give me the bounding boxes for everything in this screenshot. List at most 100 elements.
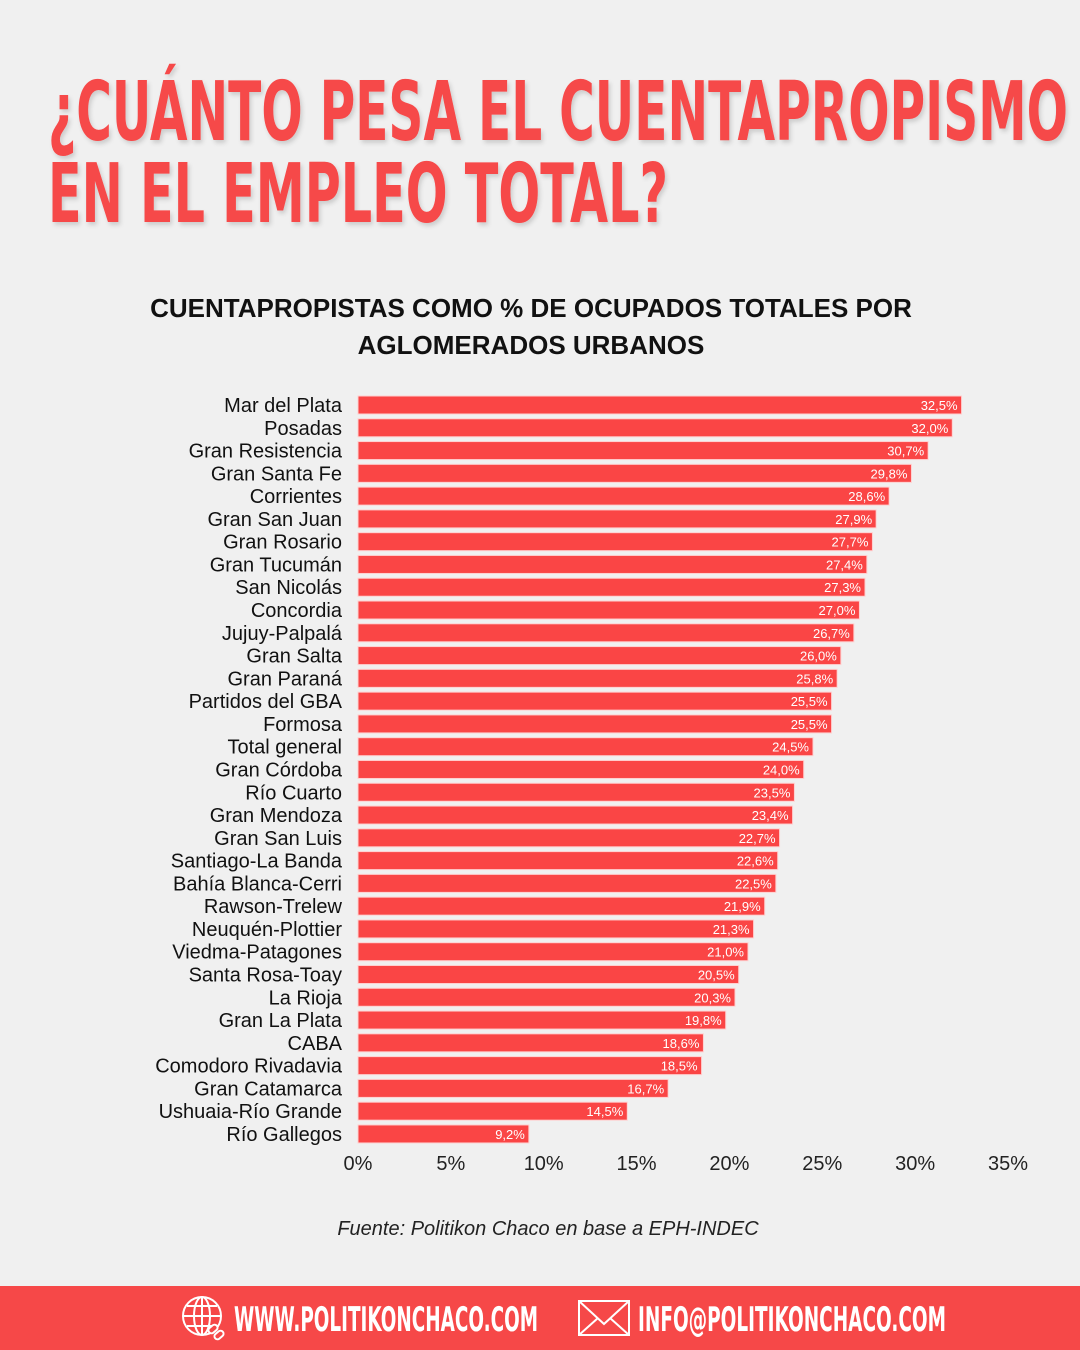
data-label: 20,3% [694, 990, 731, 1005]
footer: WWW.POLITIKONCHACO.COM INFO@POLITIKONCHA… [0, 1286, 1080, 1350]
data-label: 27,4% [826, 557, 863, 572]
website-text-wrap: WWW.POLITIKONCHACO.COM [234, 1300, 538, 1340]
bar [357, 463, 912, 483]
bar [357, 714, 833, 734]
category-label: Gran Catamarca [194, 1078, 343, 1100]
data-label: 19,8% [685, 1013, 722, 1028]
x-tick-label: 15% [617, 1153, 657, 1175]
data-label: 27,0% [819, 603, 856, 618]
bar [357, 942, 749, 962]
category-label: Viedma-Patagones [172, 942, 342, 964]
page-title: ¿CUÁNTO PESA EL CUENTAPROPISMO EN EL EMP… [48, 63, 1068, 242]
bar [357, 486, 890, 506]
category-label: Gran Salta [246, 646, 342, 668]
category-label: Santa Rosa-Toay [189, 965, 342, 987]
data-label: 26,0% [800, 649, 837, 664]
data-label: 9,2% [495, 1127, 525, 1142]
category-label: Ushuaia-Río Grande [159, 1101, 342, 1123]
bar [357, 691, 833, 711]
data-label: 30,7% [887, 444, 924, 459]
data-label: 21,0% [707, 945, 744, 960]
data-label: 28,6% [848, 489, 885, 504]
x-tick-label: 5% [436, 1153, 465, 1175]
category-label: Río Cuarto [245, 782, 342, 804]
category-label: Santiago-La Banda [171, 851, 343, 873]
bar [357, 737, 814, 757]
data-label: 24,0% [763, 762, 800, 777]
bar [357, 828, 781, 848]
category-label: Gran Rosario [223, 532, 342, 554]
data-label: 20,5% [698, 968, 735, 983]
bar [357, 987, 736, 1007]
category-label: La Rioja [269, 987, 343, 1009]
category-label: Neuquén-Plottier [192, 919, 342, 941]
website-text: WWW.POLITIKONCHACO.COM [234, 1300, 538, 1340]
title-line-1: ¿CUÁNTO PESA EL CUENTAPROPISMO [48, 63, 1068, 160]
category-label: Comodoro Rivadavia [155, 1056, 343, 1078]
email-text: INFO@POLITIKONCHACO.COM [638, 1300, 946, 1340]
data-label: 25,8% [796, 671, 833, 686]
website-link[interactable]: WWW.POLITIKONCHACO.COM [180, 1294, 550, 1342]
bar [357, 1101, 628, 1121]
data-label: 16,7% [627, 1081, 664, 1096]
bar [357, 851, 779, 871]
bar [357, 805, 794, 825]
category-label: Concordia [251, 600, 343, 622]
data-label: 23,5% [754, 785, 791, 800]
data-label: 27,7% [832, 535, 869, 550]
bar [357, 577, 866, 597]
category-label: Gran Santa Fe [211, 463, 342, 485]
category-label: Río Gallegos [226, 1124, 342, 1146]
email-link[interactable]: INFO@POLITIKONCHACO.COM [578, 1294, 958, 1342]
bar [357, 532, 873, 552]
bar [357, 1056, 703, 1076]
bar [357, 418, 953, 438]
data-label: 22,6% [737, 854, 774, 869]
category-label: Posadas [264, 418, 342, 440]
source-note: Fuente: Politikon Chaco en base a EPH-IN… [337, 1218, 759, 1240]
category-label: Partidos del GBA [189, 691, 343, 713]
bar [357, 441, 929, 461]
data-label: 22,5% [735, 876, 772, 891]
data-label: 18,5% [661, 1059, 698, 1074]
data-label: 27,9% [835, 512, 872, 527]
category-label: San Nicolás [235, 577, 342, 599]
bar [357, 965, 740, 984]
category-label: Bahía Blanca-Cerri [173, 873, 342, 895]
category-label: Gran Paraná [227, 668, 342, 690]
data-label: 29,8% [871, 466, 908, 481]
chart-title-line-1: CUENTAPROPISTAS COMO % DE OCUPADOS TOTAL… [150, 293, 912, 323]
category-label: Gran Tucumán [210, 554, 342, 576]
bar [357, 1124, 530, 1144]
bar-chart: 32,5% Mar del Plata 32,0% Posadas 30,7% Gran … [155, 395, 1028, 1175]
category-label: Jujuy-Palpalá [222, 623, 343, 645]
x-tick-label: 0% [344, 1153, 373, 1175]
category-label: Gran Mendoza [210, 805, 343, 827]
data-label: 21,9% [724, 899, 761, 914]
data-label: 26,7% [813, 626, 850, 641]
category-label: CABA [288, 1033, 343, 1055]
bar [357, 623, 855, 643]
category-label: Gran Córdoba [215, 759, 343, 781]
x-tick-label: 10% [524, 1153, 564, 1175]
title-line-2: EN EL EMPLEO TOTAL? [48, 147, 668, 242]
bar [357, 646, 842, 666]
x-tick-label: 20% [709, 1153, 749, 1175]
data-label: 24,5% [772, 740, 809, 755]
bar [357, 554, 868, 574]
category-label: Gran San Juan [207, 509, 342, 531]
category-label: Gran La Plata [219, 1010, 343, 1032]
data-label: 25,5% [791, 717, 828, 732]
data-label: 25,5% [791, 694, 828, 709]
data-label: 14,5% [586, 1104, 623, 1119]
bar [357, 896, 766, 916]
bar [357, 600, 860, 620]
bar [357, 395, 963, 415]
data-label: 23,4% [752, 808, 789, 823]
data-label: 18,6% [663, 1036, 700, 1051]
category-label: Mar del Plata [224, 395, 343, 417]
bar [357, 1010, 727, 1030]
bar [357, 873, 777, 893]
chart-title: CUENTAPROPISTAS COMO % DE OCUPADOS TOTAL… [0, 290, 1062, 364]
bar [357, 668, 838, 688]
